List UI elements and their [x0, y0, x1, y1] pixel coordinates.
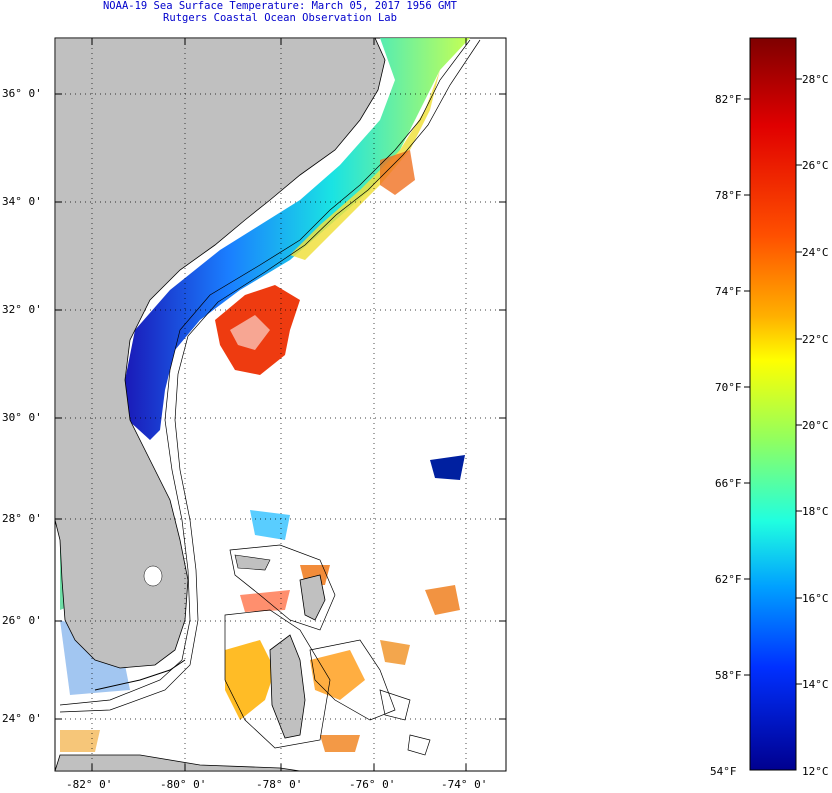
colorbar-c-min: 12°C: [802, 765, 829, 778]
lon-label: -80° 0': [160, 778, 207, 791]
colorbar-c-label: 20°C: [802, 419, 829, 432]
colorbar-f-label: 74°F: [715, 285, 742, 298]
colorbar-c-label: 16°C: [802, 592, 829, 605]
lon-label: -78° 0': [256, 778, 303, 791]
sst-shelf-edge: [290, 70, 440, 260]
lat-label: 32° 0': [2, 303, 42, 316]
lat-label: 36° 0': [2, 87, 42, 100]
lon-label: -82° 0': [66, 778, 113, 791]
colorbar-c-label: 28°C: [802, 73, 829, 86]
colorbar-c-label: 24°C: [802, 246, 829, 259]
sst-shelf-band: [125, 38, 470, 440]
lat-label: 28° 0': [2, 512, 42, 525]
lat-label: 30° 0': [2, 411, 42, 424]
colorbar-f-label: 66°F: [715, 477, 742, 490]
lat-label: 34° 0': [2, 195, 42, 208]
map-subtitle: Rutgers Coastal Ocean Observation Lab: [163, 12, 397, 24]
colorbar-f-label: 78°F: [715, 189, 742, 202]
lat-label: 24° 0': [2, 712, 42, 725]
land-andros: [269, 634, 306, 739]
colorbar-f-min: 54°F: [710, 765, 737, 778]
colorbar-f-label: 82°F: [715, 93, 742, 106]
colorbar-f-label: 70°F: [715, 381, 742, 394]
colorbar-c-label: 18°C: [802, 505, 829, 518]
colorbar-c-label: 22°C: [802, 333, 829, 346]
colorbar-c-label: 26°C: [802, 159, 829, 172]
lon-label: -74° 0': [441, 778, 488, 791]
lat-label: 26° 0': [2, 614, 42, 627]
map-title: NOAA-19 Sea Surface Temperature: March 0…: [102, 0, 457, 12]
colorbar-f-label: 62°F: [715, 573, 742, 586]
land-mainland: [55, 38, 386, 669]
colorbar: [749, 37, 797, 771]
colorbar-f-label: 58°F: [715, 669, 742, 682]
colorbar-c-label: 14°C: [802, 678, 829, 691]
lon-label: -76° 0': [349, 778, 396, 791]
sst-orange-patch: [380, 150, 415, 195]
sst-bahamas-warm: [225, 640, 275, 720]
